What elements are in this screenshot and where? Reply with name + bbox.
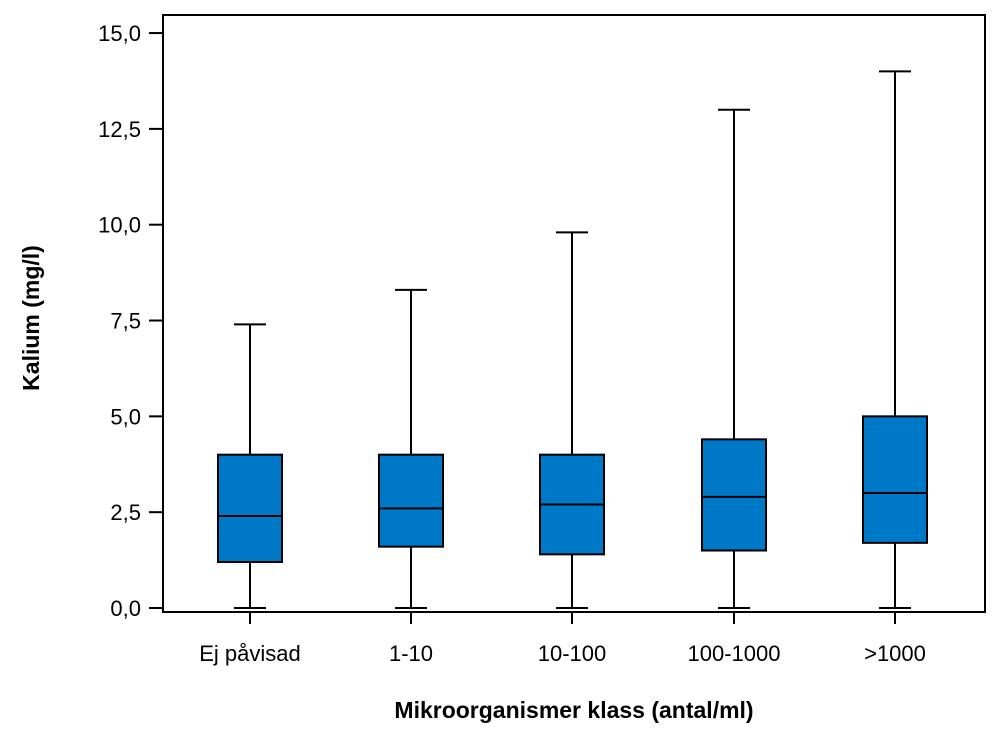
y-tick-label: 2,5 bbox=[110, 500, 141, 525]
iqr-box bbox=[217, 453, 283, 564]
y-axis-title: Kalium (mg/l) bbox=[18, 245, 44, 391]
box-series bbox=[217, 70, 928, 609]
box-group bbox=[862, 70, 928, 609]
y-tick-label: 10,0 bbox=[98, 213, 141, 238]
box-group bbox=[539, 231, 605, 609]
iqr-box bbox=[378, 453, 444, 548]
x-tick-label: 100-1000 bbox=[688, 641, 781, 666]
plot-frame bbox=[162, 14, 986, 613]
x-axis: Ej påvisad 1-10 10-100 100-1000 >1000 bbox=[199, 612, 926, 666]
x-tick-label: Ej påvisad bbox=[199, 641, 301, 666]
x-tick-label: >1000 bbox=[864, 641, 926, 666]
y-tick-label: 7,5 bbox=[110, 309, 141, 334]
y-tick-label: 12,5 bbox=[98, 117, 141, 142]
x-tick-label: 10-100 bbox=[538, 641, 607, 666]
iqr-box bbox=[701, 438, 767, 552]
y-tick-label: 5,0 bbox=[110, 404, 141, 429]
box-group bbox=[701, 108, 767, 609]
y-tick-label: 0,0 bbox=[110, 596, 141, 621]
y-tick-label: 15,0 bbox=[98, 21, 141, 46]
x-tick-label: 1-10 bbox=[389, 641, 433, 666]
iqr-box bbox=[862, 415, 928, 544]
box-group bbox=[217, 323, 283, 609]
box-group bbox=[378, 288, 444, 609]
x-axis-title: Mikroorganismer klass (antal/ml) bbox=[394, 697, 753, 723]
y-axis: 0,0 2,5 5,0 7,5 10,0 12,5 15,0 bbox=[98, 21, 163, 621]
